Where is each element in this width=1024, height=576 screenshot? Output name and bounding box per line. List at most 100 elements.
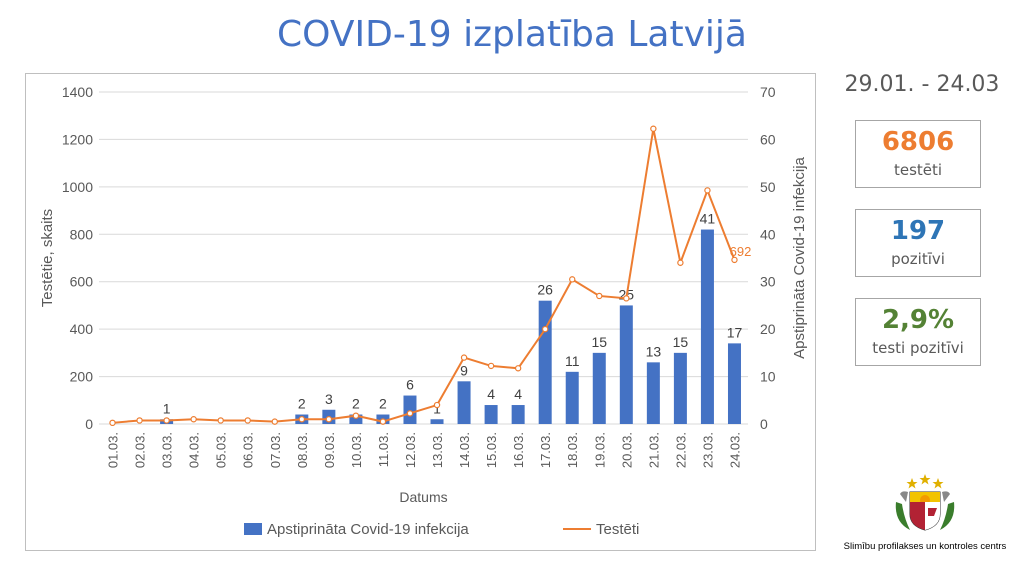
bar-data-label: 4 bbox=[487, 386, 495, 402]
line-point bbox=[325, 416, 333, 423]
bar-data-label: 1 bbox=[163, 400, 171, 416]
x-axis-title: Datums bbox=[399, 489, 447, 505]
line-point bbox=[677, 259, 684, 266]
y-right-tick-label: 30 bbox=[760, 274, 776, 290]
bar-data-label: 2 bbox=[298, 396, 306, 412]
y-right-tick-label: 10 bbox=[760, 369, 776, 385]
bar bbox=[619, 305, 633, 424]
line-point bbox=[650, 125, 657, 132]
bar-data-label: 2 bbox=[352, 396, 360, 412]
bar-data-label: 13 bbox=[646, 343, 662, 359]
line-point bbox=[352, 412, 360, 419]
bar bbox=[673, 352, 687, 424]
x-tick-label: 03.03. bbox=[160, 432, 175, 468]
x-tick-label: 05.03. bbox=[214, 432, 229, 468]
line-point bbox=[109, 419, 116, 427]
bar bbox=[700, 229, 714, 424]
bar bbox=[538, 300, 552, 424]
x-tick-label: 02.03. bbox=[133, 432, 148, 468]
bar bbox=[349, 414, 363, 424]
bar bbox=[457, 381, 471, 424]
bar bbox=[565, 371, 579, 424]
stat-label-positive: pozitīvi bbox=[891, 250, 945, 268]
line-point bbox=[298, 416, 306, 423]
stat-label-percent: testi pozitīvi bbox=[872, 339, 964, 357]
line-series-testeti bbox=[112, 128, 736, 424]
line-point bbox=[379, 418, 387, 425]
line-point bbox=[569, 276, 576, 283]
y-right-tick-label: 50 bbox=[760, 179, 776, 195]
x-tick-label: 24.03. bbox=[727, 432, 742, 468]
legend-label-bars: Apstiprināta Covid-19 infekcija bbox=[267, 521, 469, 538]
page-title: COVID-19 izplatība Latvijā bbox=[277, 14, 747, 55]
bar bbox=[592, 352, 606, 424]
y-left-tick-label: 400 bbox=[70, 321, 94, 337]
y-left-tick-label: 200 bbox=[70, 369, 94, 385]
bar bbox=[484, 405, 498, 424]
bar-data-label: 6 bbox=[406, 377, 414, 393]
bar-data-label: 17 bbox=[727, 324, 743, 340]
y-left-tick-label: 1000 bbox=[62, 179, 93, 195]
x-tick-label: 16.03. bbox=[511, 432, 526, 468]
stat-value-tested: 6806 bbox=[881, 127, 955, 157]
bar bbox=[727, 343, 741, 424]
x-tick-label: 09.03. bbox=[322, 432, 337, 468]
stat-value-percent: 2,9% bbox=[881, 305, 955, 335]
y-right-tick-label: 40 bbox=[760, 226, 776, 242]
stat-box-percent: 2,9% testi pozitīvi bbox=[855, 298, 981, 366]
bar-data-label: 41 bbox=[700, 211, 716, 227]
bar-data-label: 15 bbox=[673, 334, 689, 350]
line-point bbox=[514, 365, 522, 372]
bar-data-label: 3 bbox=[325, 391, 333, 407]
y-left-tick-label: 1400 bbox=[62, 84, 93, 100]
bar-data-label: 15 bbox=[591, 334, 607, 350]
line-point bbox=[731, 256, 738, 264]
y-left-axis-title: Testētie, skaits bbox=[39, 209, 56, 307]
stars-icon bbox=[906, 474, 944, 489]
x-tick-label: 01.03. bbox=[106, 432, 121, 468]
x-tick-label: 10.03. bbox=[349, 432, 364, 468]
bar bbox=[403, 395, 417, 424]
x-tick-label: 19.03. bbox=[592, 432, 607, 468]
stat-box-positive: 197 pozitīvi bbox=[855, 209, 981, 277]
organization-name: Slimību profilakses un kontroles centrs bbox=[843, 541, 1007, 552]
y-left-tick-label: 1200 bbox=[62, 131, 93, 147]
x-tick-label: 04.03. bbox=[187, 432, 202, 468]
line-point bbox=[190, 416, 197, 423]
x-tick-label: 12.03. bbox=[403, 432, 418, 468]
y-left-tick-label: 800 bbox=[70, 226, 94, 242]
line-point bbox=[596, 292, 603, 300]
line-point bbox=[136, 417, 143, 424]
bar-data-label: 26 bbox=[537, 282, 553, 298]
line-point bbox=[623, 295, 630, 302]
combo-chart: 0 200 400 600 800 1000 1200 1400 0 10 20 30 40 50 60 70… bbox=[39, 84, 808, 538]
x-tick-label: 06.03. bbox=[241, 432, 256, 468]
x-tick-label: 13.03. bbox=[430, 432, 445, 468]
y-right-tick-label: 0 bbox=[760, 416, 768, 432]
y-right-tick-label: 60 bbox=[760, 131, 776, 147]
line-point bbox=[271, 418, 278, 425]
x-tick-label: 20.03. bbox=[619, 432, 634, 468]
coat-of-arms-logo bbox=[895, 474, 955, 531]
y-right-tick-label: 20 bbox=[760, 321, 776, 337]
x-tick-label: 15.03. bbox=[484, 432, 499, 468]
line-point bbox=[460, 354, 468, 361]
line-point bbox=[541, 325, 549, 333]
x-tick-label: 23.03. bbox=[700, 432, 715, 468]
line-point bbox=[704, 187, 711, 194]
y-right-axis-title: Apstiprināta Covid-19 infekcija bbox=[791, 156, 808, 358]
x-tick-label: 21.03. bbox=[646, 432, 661, 468]
stat-value-positive: 197 bbox=[890, 216, 946, 246]
line-point bbox=[487, 362, 495, 370]
x-tick-label: 11.03. bbox=[376, 432, 391, 467]
date-range: 29.01. - 24.03 bbox=[844, 72, 1000, 97]
bar-data-label: 11 bbox=[565, 353, 580, 369]
bar-data-label: 4 bbox=[514, 386, 522, 402]
x-tick-label: 08.03. bbox=[295, 432, 310, 468]
line-point bbox=[163, 417, 170, 424]
legend-swatch-bars bbox=[244, 523, 262, 535]
y-left-tick-label: 0 bbox=[85, 416, 93, 432]
legend-label-line: Testēti bbox=[596, 521, 639, 538]
bar-data-label: 1 bbox=[433, 400, 441, 416]
line-point bbox=[244, 417, 251, 424]
